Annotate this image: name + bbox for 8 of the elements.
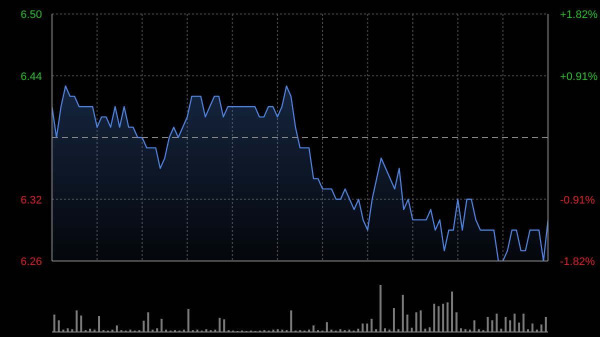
y-tick-label: 6.50 (20, 9, 42, 21)
y-tick-label: 6.26 (20, 256, 42, 268)
y-tick-label: 6.32 (20, 194, 42, 206)
y2-tick-label: +1.82% (560, 9, 598, 21)
y2-tick-label: -1.82% (560, 256, 596, 268)
y2-tick-label: +0.91% (560, 70, 598, 83)
y2-tick-label: -0.91% (560, 194, 596, 206)
y-tick-label: 6.44 (20, 70, 42, 83)
